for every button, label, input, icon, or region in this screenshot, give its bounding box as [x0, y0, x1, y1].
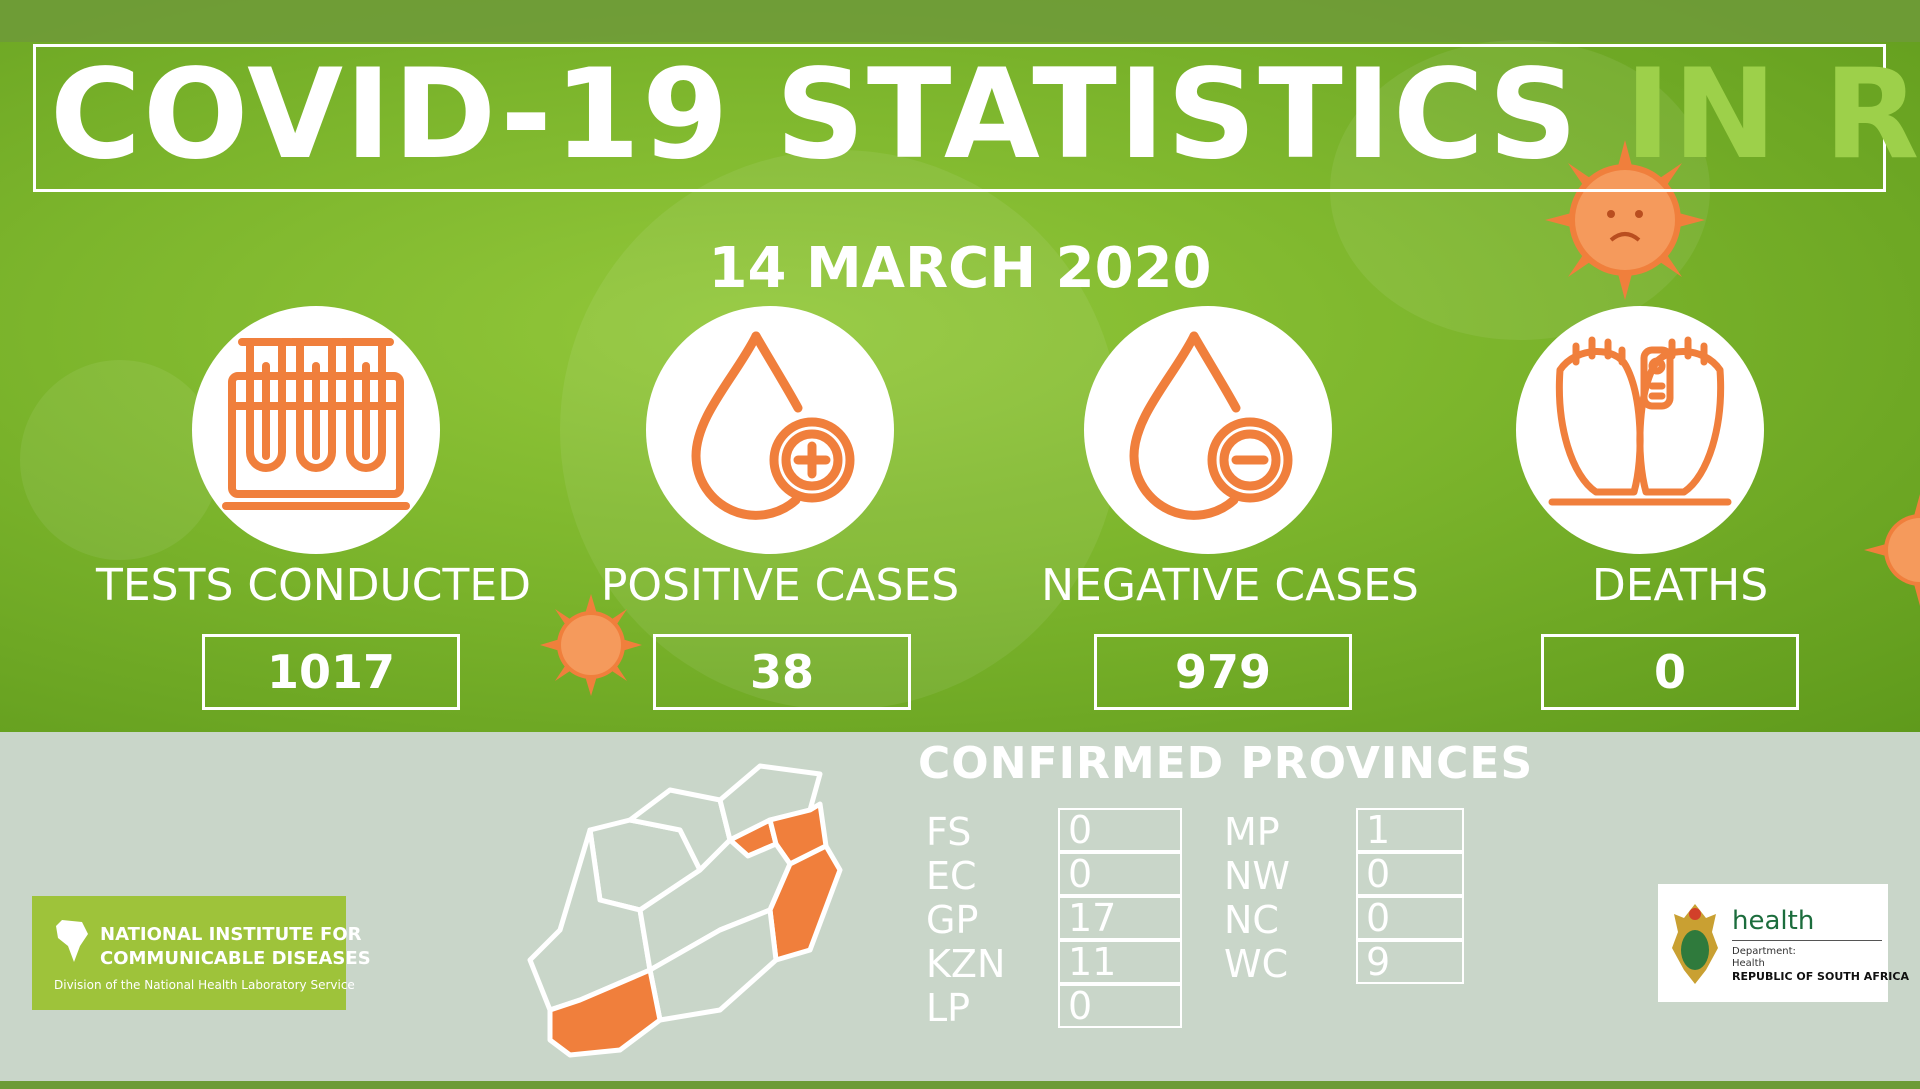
- report-date: 14 MARCH 2020: [708, 236, 1212, 301]
- province-value: 0: [1058, 808, 1182, 852]
- province-value: 9: [1356, 940, 1464, 984]
- province-value: 17: [1058, 896, 1182, 940]
- bottom-strip: [0, 1081, 1920, 1089]
- south-africa-map: [527, 763, 843, 1058]
- stat-value-positive: 38: [653, 634, 911, 710]
- province-name: FS: [926, 810, 972, 854]
- stat-value-negative: 979: [1094, 634, 1352, 710]
- title-accent: IN RSA: [1624, 43, 1920, 187]
- nicd-line3: Division of the National Health Laborato…: [54, 978, 355, 992]
- stat-value-deaths: 0: [1541, 634, 1799, 710]
- nicd-line1: NATIONAL INSTITUTE FOR: [100, 924, 362, 945]
- africa-logo-icon: [56, 920, 88, 962]
- blood-drop-plus-icon: [646, 306, 894, 554]
- page-title: COVID-19 STATISTICS IN RSA: [50, 40, 1920, 190]
- top-band: [0, 0, 1920, 42]
- health-dept2: Health: [1732, 958, 1765, 969]
- province-value: 0: [1058, 852, 1182, 896]
- province-value: 11: [1058, 940, 1182, 984]
- province-name: NC: [1224, 898, 1279, 942]
- stat-value-tests: 1017: [202, 634, 460, 710]
- nicd-logo: NATIONAL INSTITUTE FOR COMMUNICABLE DISE…: [32, 896, 371, 1010]
- coat-of-arms-icon: [1672, 904, 1718, 984]
- stat-label-tests: TESTS CONDUCTED: [96, 560, 532, 611]
- province-value: 0: [1356, 852, 1464, 896]
- blood-drop-minus-icon: [1084, 306, 1332, 554]
- virus-icon: [1545, 140, 1705, 300]
- title-main: COVID-19 STATISTICS: [50, 43, 1580, 187]
- health-dept1: Department:: [1732, 946, 1796, 957]
- test-tubes-icon: [192, 306, 440, 554]
- title-frame: [33, 44, 1886, 192]
- province-name: EC: [926, 854, 977, 898]
- province-name: GP: [926, 898, 979, 942]
- virus-icon: [1864, 494, 1920, 606]
- header-banner: COVID-19 STATISTICS IN RSA 14 MARCH 2020: [0, 0, 1920, 732]
- feet-toe-tag-icon: [1516, 306, 1764, 554]
- health-divider: [1732, 940, 1882, 941]
- stat-label-negative: NEGATIVE CASES: [1041, 560, 1419, 611]
- provinces-title: CONFIRMED PROVINCES: [918, 738, 1534, 789]
- health-dept3: REPUBLIC OF SOUTH AFRICA: [1732, 970, 1909, 983]
- stat-label-positive: POSITIVE CASES: [600, 560, 960, 611]
- health-word: health: [1732, 906, 1815, 936]
- province-name: LP: [926, 986, 971, 1030]
- province-value: 0: [1058, 984, 1182, 1028]
- province-name: WC: [1224, 942, 1289, 986]
- nicd-line2: COMMUNICABLE DISEASES: [100, 948, 371, 969]
- stat-label-deaths: DEATHS: [1591, 560, 1769, 611]
- province-name: MP: [1224, 810, 1280, 854]
- province-value: 0: [1356, 896, 1464, 940]
- background-virus: [20, 360, 220, 560]
- province-name: NW: [1224, 854, 1290, 898]
- virus-icon: [540, 594, 642, 696]
- province-name: KZN: [926, 942, 1006, 986]
- health-logo: health Department: Health REPUBLIC OF SO…: [1658, 884, 1909, 1002]
- province-value: 1: [1356, 808, 1464, 852]
